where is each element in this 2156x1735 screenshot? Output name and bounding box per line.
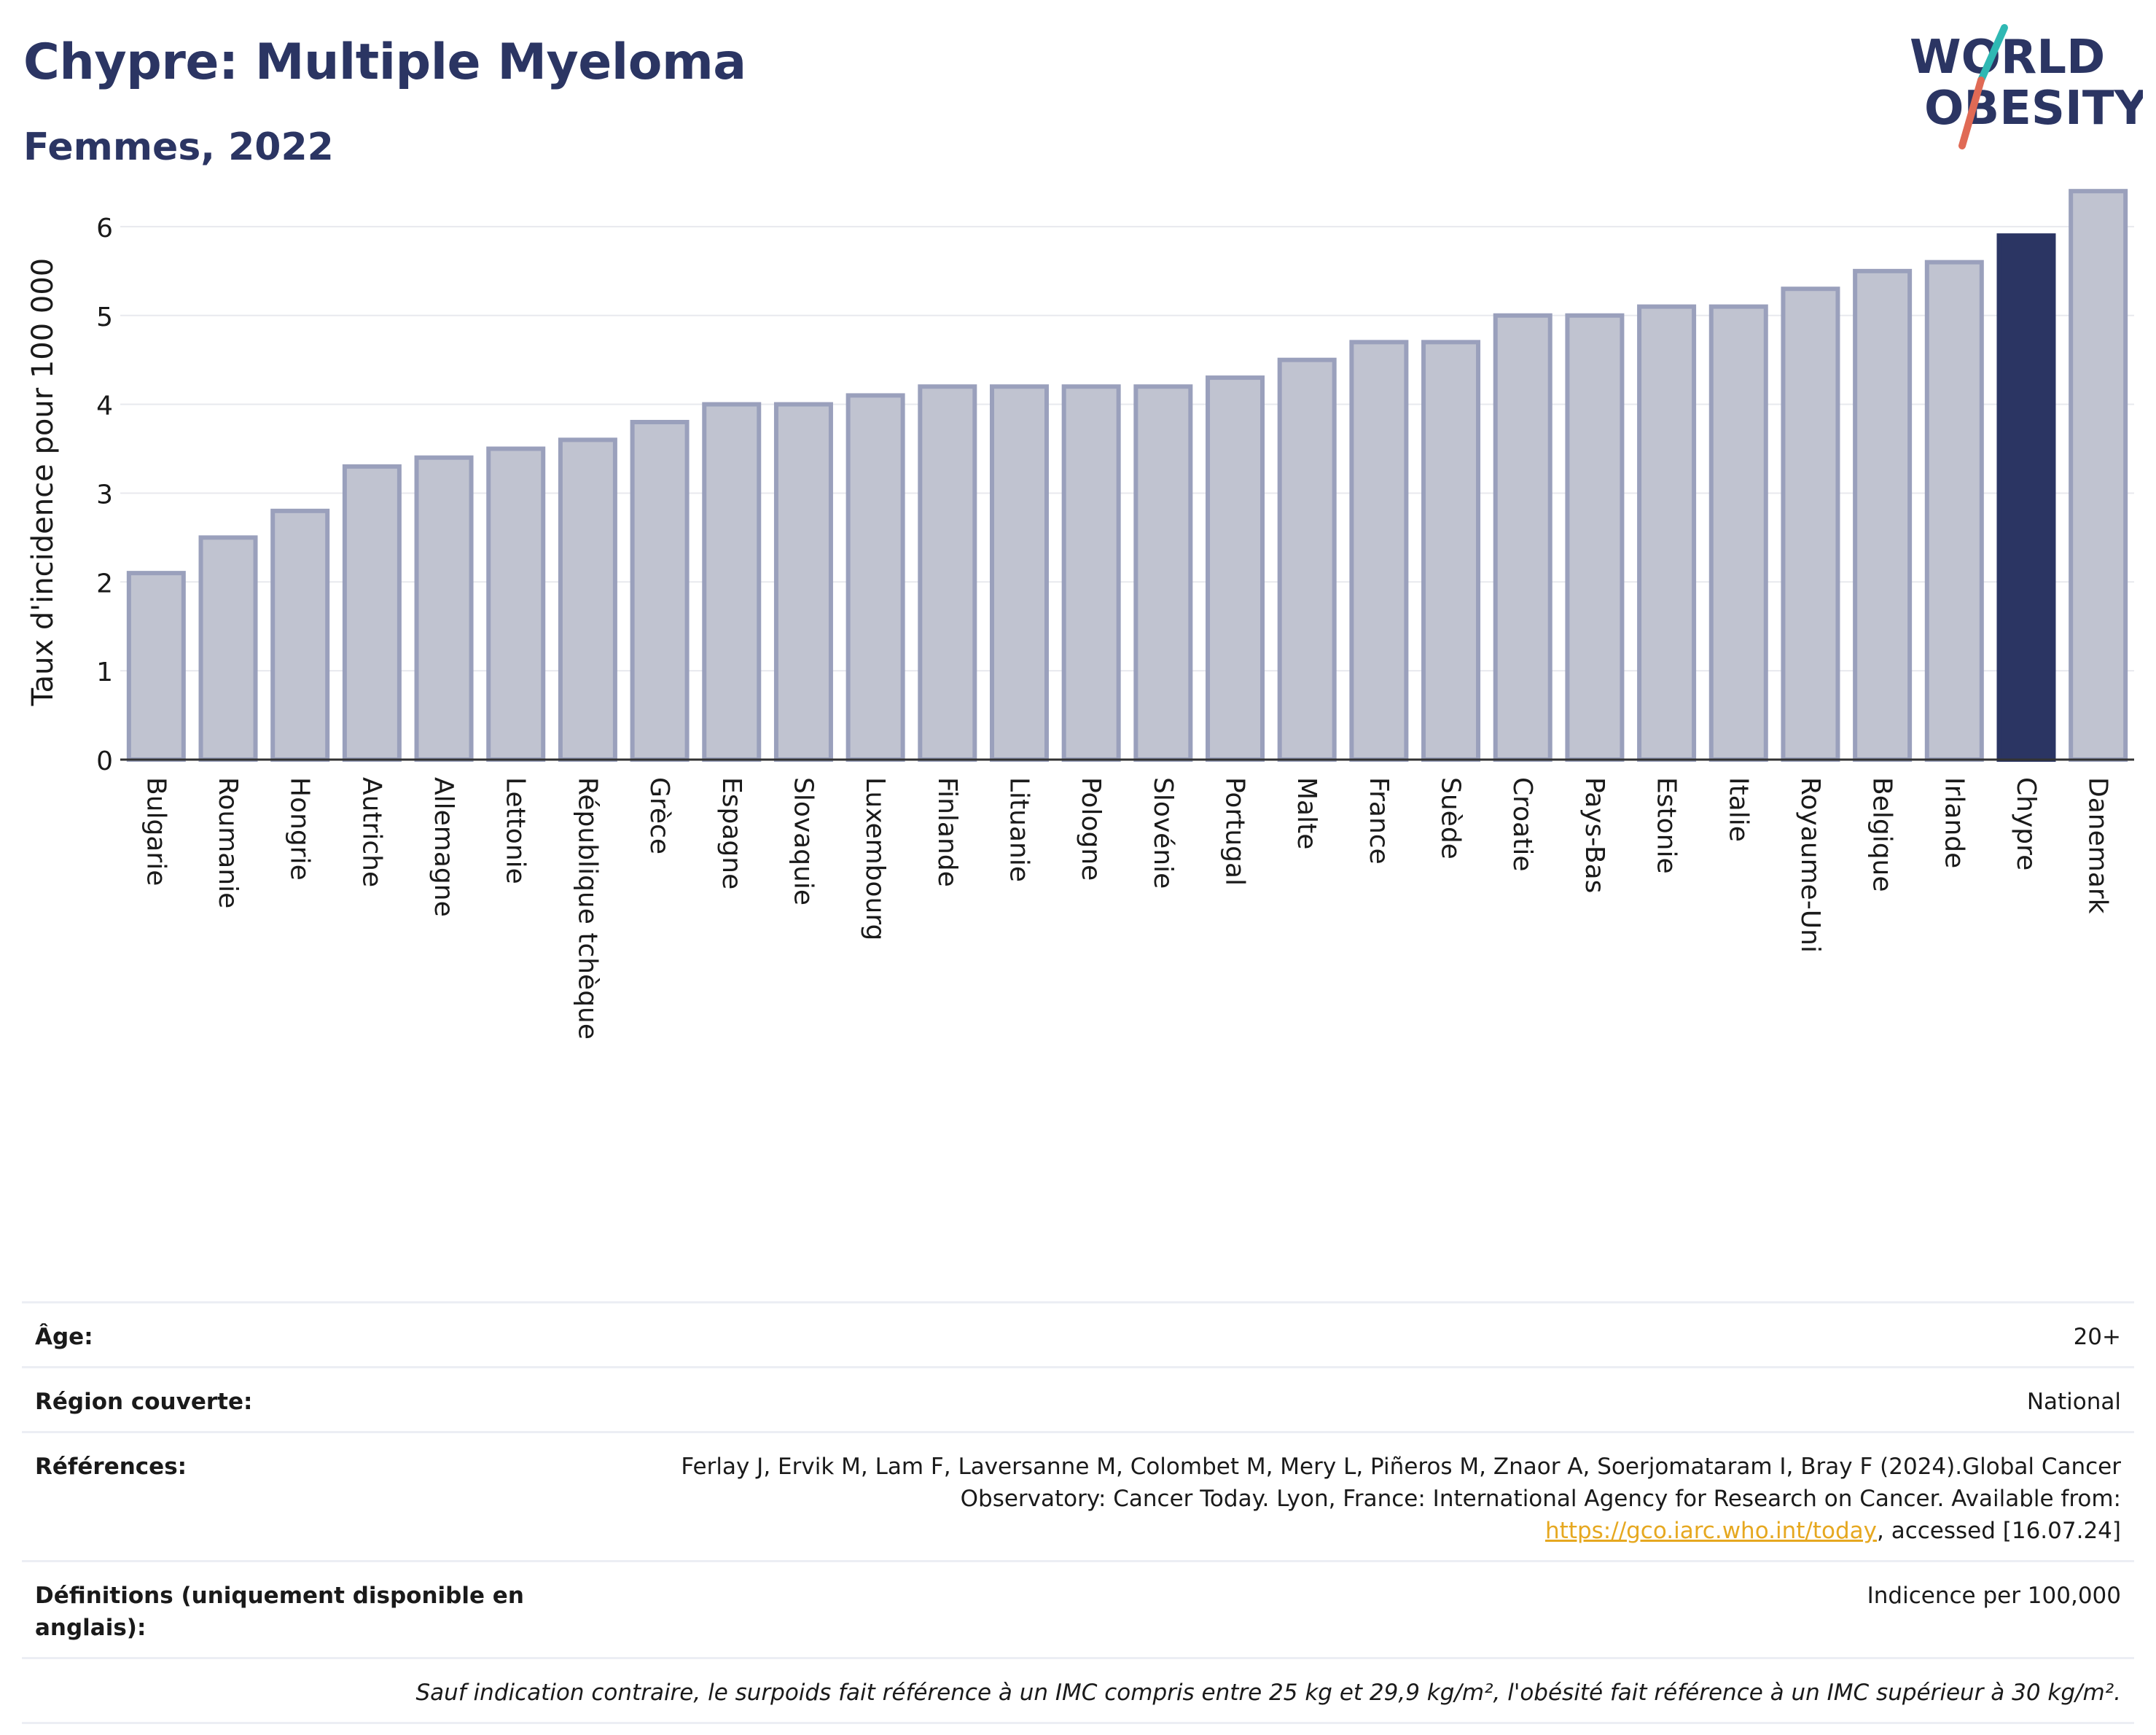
bar-espagne	[702, 402, 762, 762]
bar-république-tchèque	[558, 437, 617, 762]
x-tick-label: Hongrie	[285, 777, 315, 881]
bar-chart: 0 1 2 3 4 5 6 Bulgarie Roumanie Hongrie Autriche A…	[26, 189, 2134, 1040]
x-tick-labels: Bulgarie Roumanie Hongrie Autriche Allemagne…	[141, 777, 2112, 1040]
metadata-table: Âge: 20+ Région couverte: National Référ…	[22, 1301, 2134, 1724]
world-obesity-logo: WORLD OBESITY	[1910, 24, 2143, 149]
references-link[interactable]: https://gco.iarc.who.int/today	[1545, 1518, 1877, 1544]
x-tick-label: Royaume-Uni	[1795, 777, 1825, 953]
bar-lituanie	[989, 384, 1049, 762]
references-label: Références:	[35, 1454, 187, 1480]
bar-pologne	[1061, 384, 1121, 762]
y-tick-label: 3	[96, 480, 113, 510]
y-tick-label: 5	[96, 303, 113, 332]
bar-irlande	[1924, 260, 1984, 762]
x-tick-label: Chypre	[2011, 777, 2041, 870]
x-tick-label: Espagne	[716, 777, 746, 889]
bar-malte	[1277, 357, 1337, 762]
bar-belgique	[1853, 268, 1913, 763]
x-tick-label: Finlande	[932, 777, 962, 887]
x-tick-label: Pologne	[1076, 777, 1106, 881]
x-tick-label: Pays-Bas	[1579, 777, 1609, 893]
region-label: Région couverte:	[35, 1389, 253, 1415]
x-tick-label: Malte	[1292, 777, 1321, 849]
x-tick-label: Croatie	[1507, 777, 1537, 872]
x-tick-label: Lituanie	[1004, 777, 1034, 882]
meta-row-references: Références: Ferlay J, Ervik M, Lam F, La…	[22, 1431, 2134, 1560]
bar-autriche	[342, 464, 402, 763]
x-tick-label: Luxembourg	[860, 777, 890, 940]
references-text: Ferlay J, Ervik M, Lam F, Laversanne M, …	[681, 1454, 2121, 1512]
x-tick-label: Belgique	[1867, 777, 1897, 892]
x-tick-label: Estonie	[1652, 777, 1682, 874]
x-tick-label: Irlande	[1939, 777, 1969, 868]
meta-row-region: Région couverte: National	[22, 1366, 2134, 1431]
y-tick-label: 2	[96, 569, 113, 599]
footnote: Sauf indication contraire, le surpoids f…	[415, 1680, 2121, 1706]
y-axis-label: Taux d'incidence pour 100 000	[26, 258, 60, 706]
bar-allemagne	[414, 455, 474, 762]
bar-croatie	[1493, 313, 1552, 762]
x-tick-label: Suède	[1436, 777, 1466, 859]
meta-row-definitions: Définitions (uniquement disponible en an…	[22, 1560, 2134, 1657]
logo-line1: WORLD	[1910, 31, 2105, 85]
x-tick-label: Lettonie	[501, 777, 531, 884]
bar-chypre	[1996, 233, 2056, 763]
bar-italie	[1708, 304, 1768, 763]
meta-row-age: Âge: 20+	[22, 1301, 2134, 1366]
logo-line2: OBESITY	[1924, 82, 2143, 136]
bar-slovaquie	[773, 402, 833, 762]
x-tick-label: Danemark	[2083, 777, 2113, 914]
bar-slovénie	[1133, 384, 1193, 762]
y-tick-label: 0	[96, 746, 113, 776]
bar-suède	[1421, 340, 1481, 763]
x-tick-label: Slovaquie	[788, 777, 818, 905]
x-tick-label: Allemagne	[429, 777, 458, 917]
region-value: National	[2026, 1389, 2121, 1415]
bar-luxembourg	[845, 393, 905, 763]
bar-estonie	[1637, 304, 1697, 763]
chart-subtitle: Femmes, 2022	[23, 125, 334, 169]
x-tick-label: Autriche	[356, 777, 386, 887]
x-tick-label: Italie	[1723, 777, 1753, 842]
y-tick-label: 6	[96, 214, 113, 243]
age-label: Âge:	[35, 1324, 93, 1350]
x-tick-label: Roumanie	[213, 777, 243, 908]
y-tick-label: 4	[96, 391, 113, 421]
bar-france	[1349, 340, 1409, 763]
age-value: 20+	[2073, 1324, 2121, 1350]
x-tick-label: Bulgarie	[141, 777, 171, 886]
definitions-value: Indicence per 100,000	[1867, 1583, 2121, 1609]
y-tick-labels: 0 1 2 3 4 5 6	[96, 214, 113, 776]
bar-roumanie	[198, 535, 258, 763]
bars	[126, 189, 2128, 763]
bar-portugal	[1206, 375, 1265, 762]
bar-bulgarie	[126, 571, 186, 762]
definitions-label: Définitions (uniquement disponible en an…	[35, 1583, 524, 1641]
bar-royaume-uni	[1781, 286, 1840, 762]
meta-row-note: Sauf indication contraire, le surpoids f…	[22, 1657, 2134, 1724]
bar-hongrie	[270, 508, 330, 762]
x-tick-label: Portugal	[1220, 777, 1250, 886]
x-tick-label: France	[1364, 777, 1394, 865]
references-accessed: , accessed [16.07.24]	[1876, 1518, 2121, 1544]
bar-finlande	[918, 384, 977, 762]
x-tick-label: République tchèque	[572, 777, 602, 1040]
x-tick-label: Grèce	[644, 777, 674, 854]
bar-pays-bas	[1565, 313, 1625, 762]
bar-lettonie	[486, 446, 546, 762]
bar-grèce	[630, 419, 690, 762]
references-value: Ferlay J, Ervik M, Lam F, Laversanne M, …	[545, 1451, 2121, 1547]
bar-danemark	[2069, 189, 2128, 762]
y-tick-label: 1	[96, 658, 113, 687]
x-tick-label: Slovénie	[1148, 777, 1178, 889]
chart-title: Chypre: Multiple Myeloma	[23, 34, 746, 91]
